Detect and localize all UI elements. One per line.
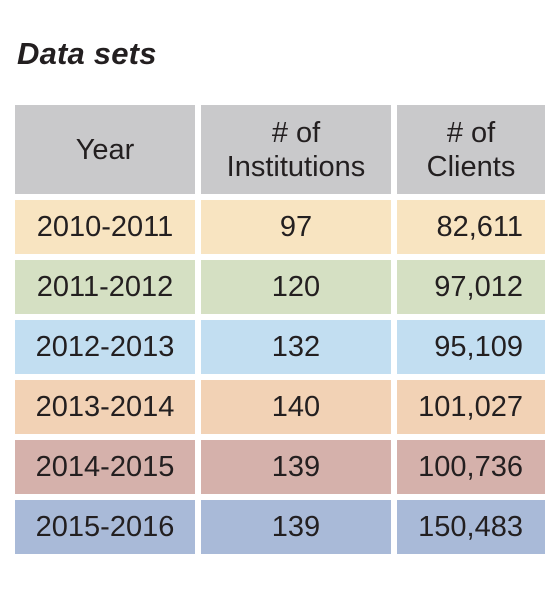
row-6-institutions: 139	[201, 500, 391, 554]
row-4-institutions: 140	[201, 380, 391, 434]
header-year: Year	[15, 105, 195, 194]
row-5-institutions: 139	[201, 440, 391, 494]
page-title: Data sets	[17, 36, 157, 71]
row-4-year: 2013-2014	[15, 380, 195, 434]
row-6-year: 2015-2016	[15, 500, 195, 554]
row-2-institutions: 120	[201, 260, 391, 314]
row-4-clients: 101,027	[397, 380, 545, 434]
header-institutions-line2: Institutions	[226, 150, 366, 183]
row-6-clients: 150,483	[397, 500, 545, 554]
header-clients-line1: # of	[446, 116, 496, 149]
row-2-clients: 97,012	[397, 260, 545, 314]
header-clients-line2: Clients	[426, 150, 516, 183]
header-clients: # of Clients	[397, 105, 545, 194]
row-5-clients: 100,736	[397, 440, 545, 494]
row-1-year: 2010-2011	[15, 200, 195, 254]
row-3-year: 2012-2013	[15, 320, 195, 374]
row-2-year: 2011-2012	[15, 260, 195, 314]
header-institutions-line1: # of	[271, 116, 321, 149]
row-3-institutions: 132	[201, 320, 391, 374]
data-sets-table: Year # of Institutions # of Clients 2010…	[15, 105, 545, 554]
header-institutions: # of Institutions	[201, 105, 391, 194]
header-year-label: Year	[75, 133, 135, 166]
row-1-institutions: 97	[201, 200, 391, 254]
row-1-clients: 82,611	[397, 200, 545, 254]
row-3-clients: 95,109	[397, 320, 545, 374]
row-5-year: 2014-2015	[15, 440, 195, 494]
